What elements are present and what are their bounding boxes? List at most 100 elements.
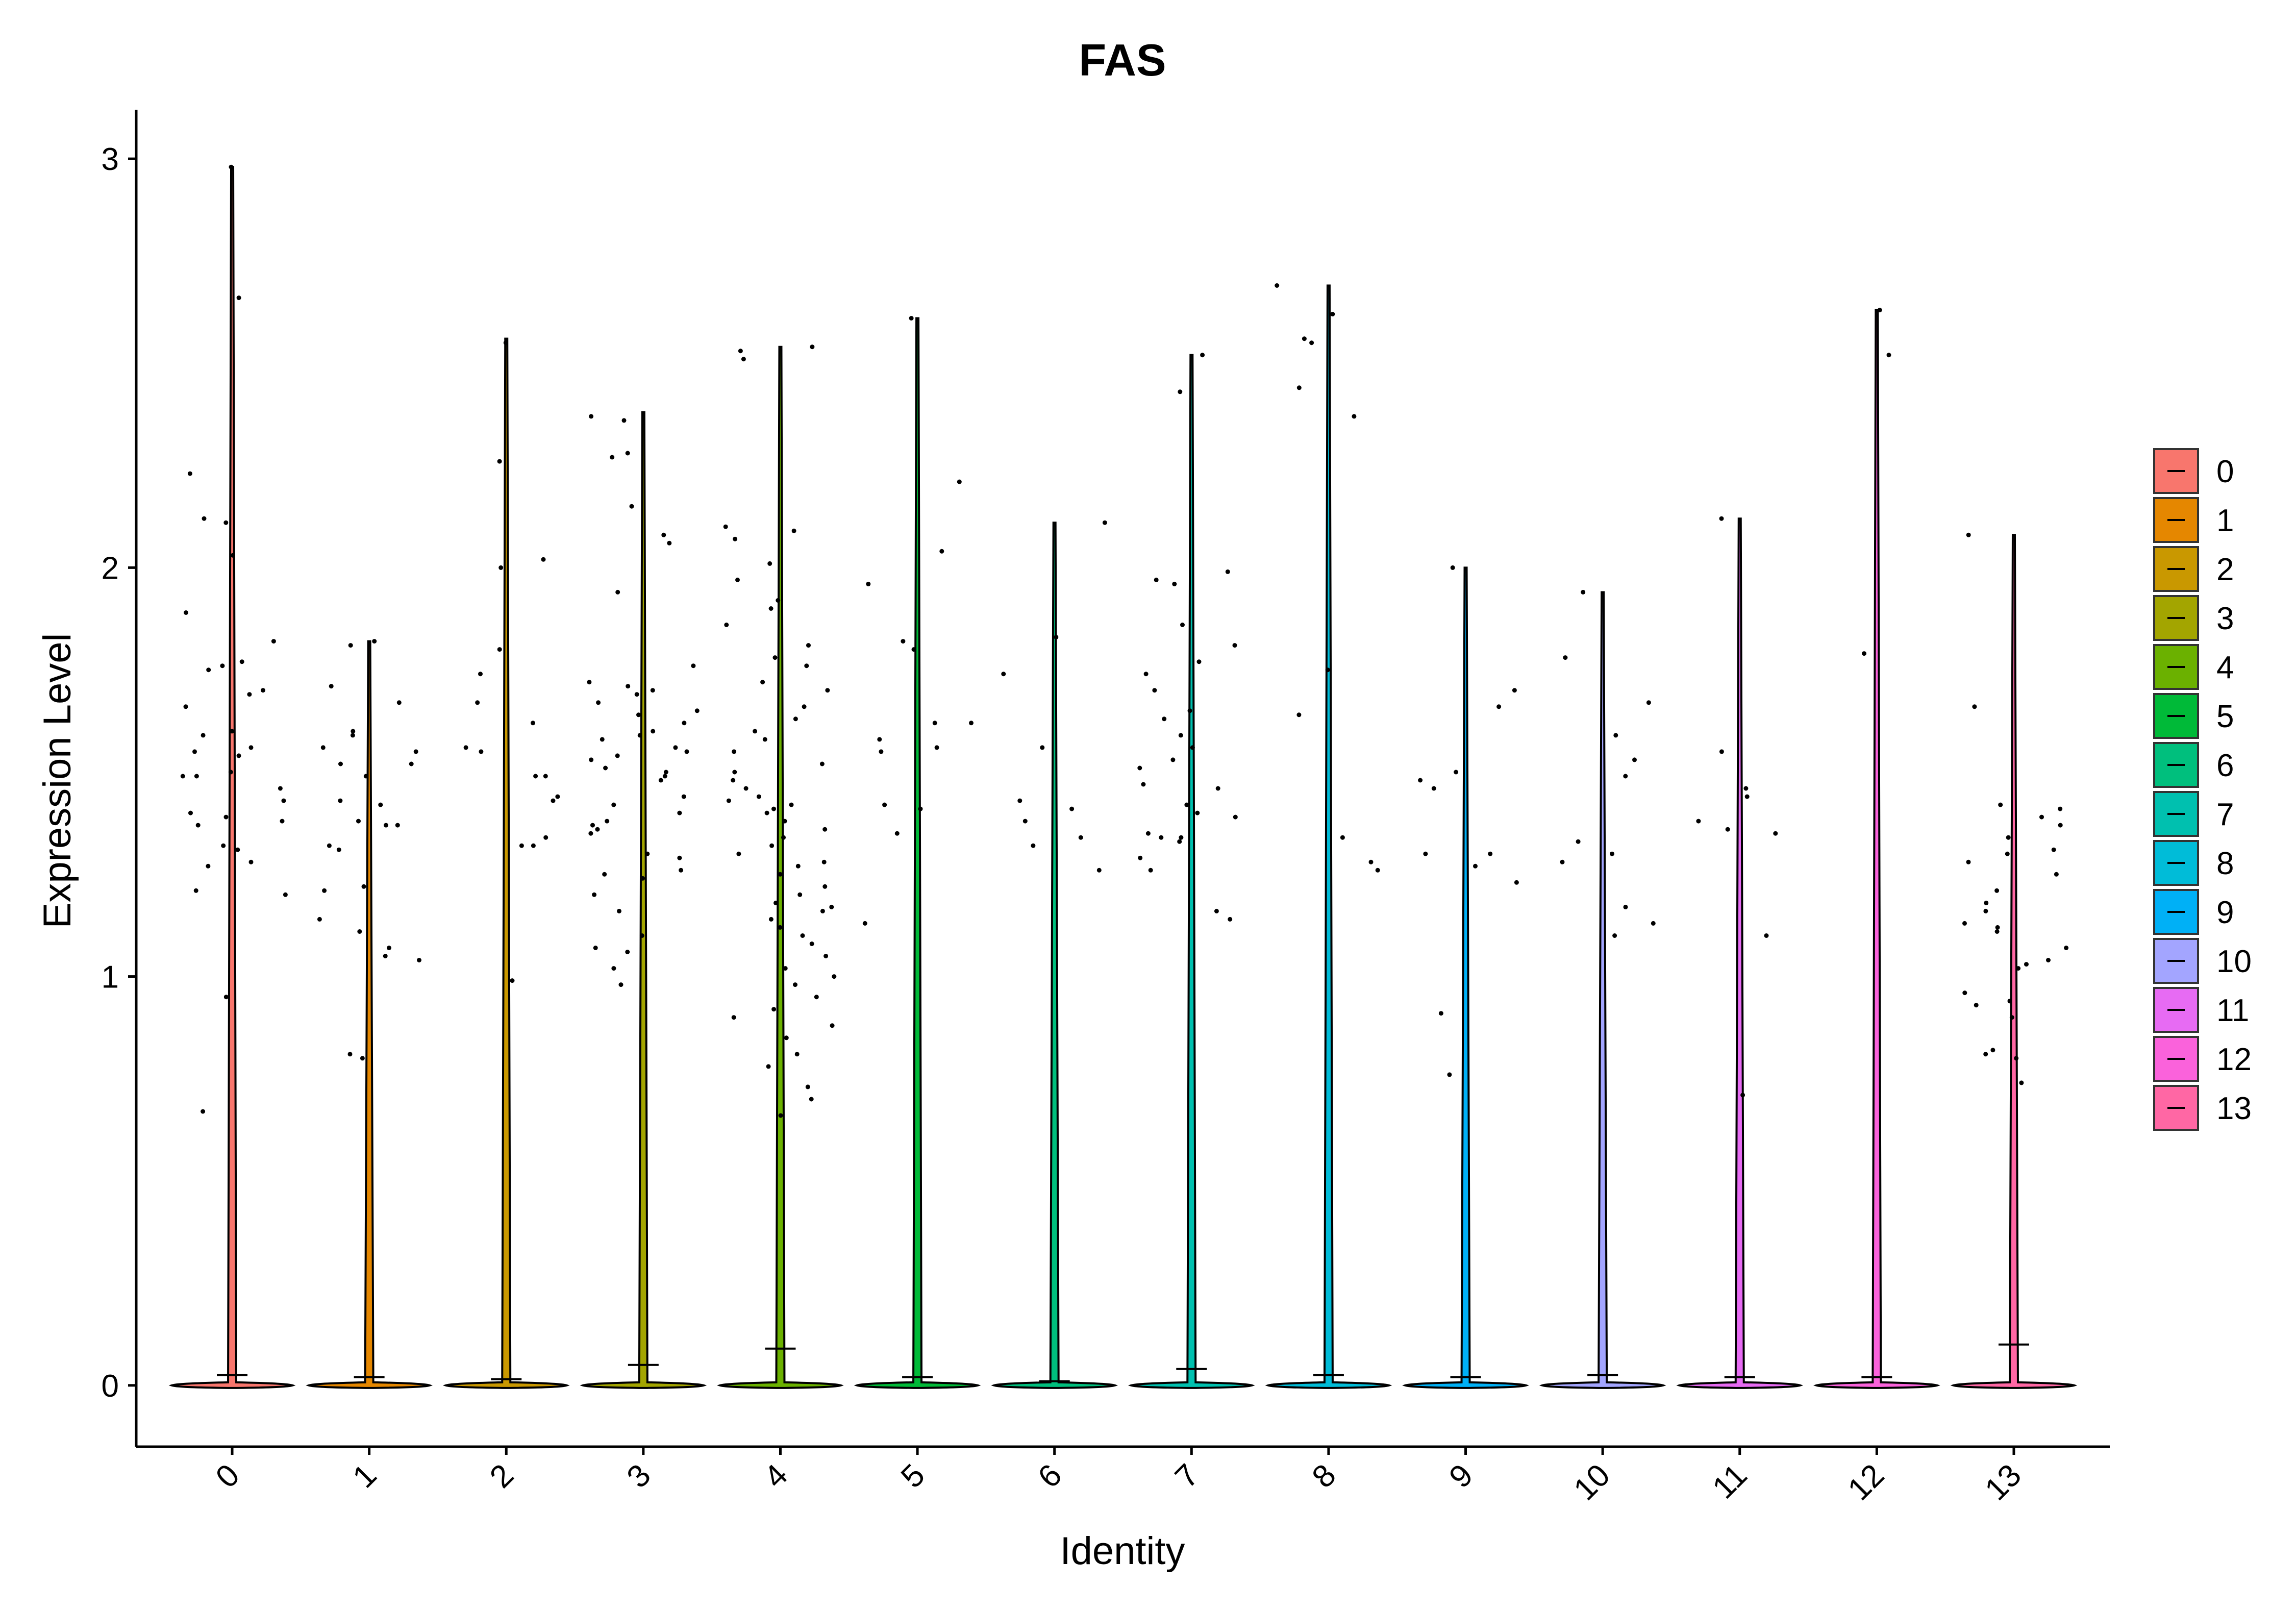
- point-4: [731, 778, 736, 783]
- point-13: [2046, 958, 2051, 962]
- point-3: [650, 688, 655, 693]
- y-tick-label: 2: [102, 551, 119, 586]
- point-5: [879, 749, 884, 754]
- point-2: [533, 774, 538, 779]
- point-3: [593, 946, 598, 950]
- point-3: [611, 802, 616, 807]
- point-3: [682, 721, 687, 726]
- point-6: [1102, 520, 1107, 525]
- y-tick-label: 3: [102, 142, 119, 177]
- point-4: [795, 863, 801, 869]
- point-11: [1719, 749, 1724, 754]
- point-3: [625, 950, 630, 954]
- point-1: [348, 643, 353, 648]
- point-7: [1172, 581, 1177, 586]
- point-5: [911, 647, 916, 652]
- point-10: [1560, 859, 1565, 864]
- point-7: [1184, 802, 1189, 807]
- point-6: [1040, 745, 1045, 750]
- point-4: [743, 786, 748, 791]
- point-4: [782, 819, 787, 824]
- point-13: [2058, 823, 2063, 828]
- point-3: [618, 982, 623, 987]
- point-8: [1275, 283, 1280, 288]
- point-13: [1966, 859, 1971, 864]
- point-2: [475, 700, 480, 705]
- point-3: [610, 455, 615, 460]
- point-7: [1190, 745, 1195, 750]
- point-3: [645, 851, 650, 856]
- point-3: [589, 414, 594, 419]
- point-13: [1984, 900, 1989, 905]
- point-2: [498, 565, 504, 570]
- point-4: [805, 1084, 810, 1089]
- point-10: [1613, 733, 1618, 738]
- point-2: [479, 749, 484, 754]
- violin-12: [1813, 309, 1940, 1389]
- point-13: [1994, 888, 2000, 893]
- point-0: [248, 859, 254, 864]
- point-13: [2051, 847, 2056, 852]
- y-tick-label: 1: [102, 960, 119, 995]
- point-4: [784, 1035, 789, 1041]
- point-4: [724, 623, 729, 627]
- point-1: [396, 700, 402, 705]
- point-3: [611, 966, 616, 971]
- point-1: [361, 884, 366, 889]
- point-3: [625, 451, 630, 456]
- point-4: [810, 344, 815, 350]
- point-8: [1375, 868, 1380, 873]
- point-4: [781, 835, 786, 840]
- point-9: [1450, 565, 1455, 570]
- point-4: [771, 806, 776, 811]
- point-4: [802, 704, 807, 709]
- point-0: [180, 774, 185, 779]
- x-tick-label: 4: [757, 1457, 794, 1495]
- point-2: [463, 745, 468, 750]
- x-tick-label: 11: [1706, 1457, 1754, 1505]
- point-3: [602, 872, 607, 877]
- point-5: [932, 721, 937, 726]
- point-7: [1143, 672, 1149, 677]
- point-5: [918, 806, 923, 811]
- point-2: [497, 647, 502, 652]
- legend-label-12: 12: [2216, 1042, 2252, 1077]
- point-3: [587, 680, 592, 685]
- point-3: [617, 908, 621, 913]
- point-7: [1233, 814, 1238, 820]
- point-3: [590, 823, 595, 828]
- point-11: [1764, 933, 1769, 938]
- point-3: [621, 418, 627, 423]
- point-2: [503, 340, 508, 345]
- point-4: [800, 933, 805, 938]
- point-0: [281, 798, 286, 803]
- point-6: [1069, 806, 1075, 811]
- point-0: [194, 774, 199, 779]
- point-11: [1744, 794, 1750, 799]
- point-3: [684, 749, 689, 754]
- point-3: [679, 868, 684, 873]
- point-3: [615, 589, 620, 595]
- point-5: [894, 831, 900, 836]
- point-1: [357, 929, 362, 934]
- legend-label-3: 3: [2216, 601, 2234, 636]
- point-13: [1972, 704, 1977, 709]
- point-5: [939, 549, 944, 554]
- legend-label-5: 5: [2216, 699, 2234, 734]
- point-3: [639, 933, 644, 938]
- point-4: [814, 995, 819, 1000]
- point-0: [220, 663, 225, 668]
- point-10: [1576, 839, 1581, 844]
- point-9: [1423, 851, 1428, 856]
- point-10: [1612, 933, 1617, 938]
- point-4: [773, 900, 778, 905]
- point-9: [1488, 851, 1493, 856]
- point-8: [1296, 712, 1302, 717]
- point-7: [1138, 855, 1143, 860]
- point-11: [1719, 516, 1724, 521]
- point-2: [497, 459, 502, 464]
- point-7: [1180, 623, 1185, 627]
- point-13: [1974, 1003, 1979, 1008]
- point-0: [236, 753, 241, 758]
- point-4: [778, 872, 783, 877]
